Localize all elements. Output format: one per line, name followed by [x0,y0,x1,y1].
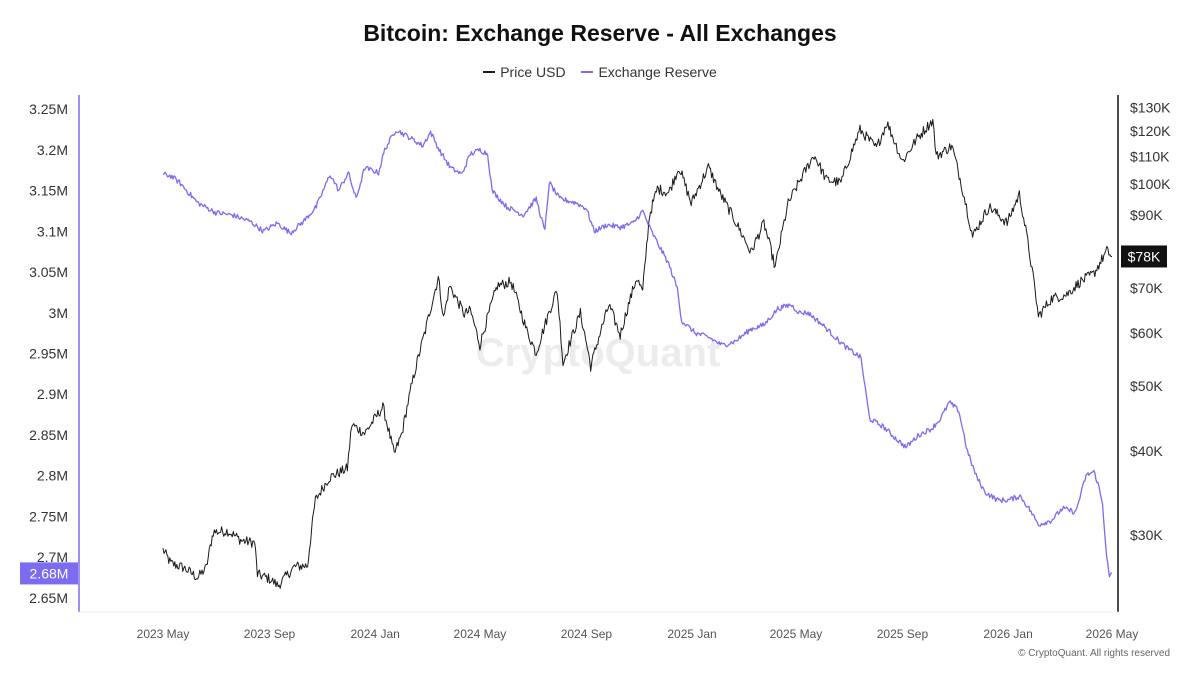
series-layer [162,118,1113,589]
chart-legend: Price USD Exchange Reserve [0,60,1200,80]
right-tick-label: $110K [1130,148,1170,164]
x-tick-label: 2025 Jan [667,627,716,641]
left-tick-label: 3.1M [37,223,68,239]
legend-swatch-price [483,71,496,73]
last-value-badges: 2.68M $78K [20,245,1167,585]
right-tick-label: $90K [1130,207,1163,223]
x-tick-label: 2025 May [770,627,823,641]
left-tick-label: 3M [49,305,68,321]
x-axis-ticks: 2023 May 2023 Sep 2024 Jan 2024 May 2024 Sep… [137,627,1139,641]
legend-label-price: Price USD [500,64,566,80]
left-tick-label: 3.25M [29,101,68,117]
right-tick-label: $30K [1130,527,1163,543]
right-tick-label: $50K [1130,378,1163,394]
left-tick-label: 2.9M [37,386,68,402]
x-tick-label: 2024 Jan [350,627,399,641]
left-last-value-badge [20,562,78,585]
chart-title: Bitcoin: Exchange Reserve - All Exchange… [363,20,837,46]
right-tick-label: $120K [1130,123,1171,139]
left-last-value-text: 2.68M [30,565,69,581]
legend-swatch-reserve [581,71,594,73]
right-tick-label: $40K [1130,443,1163,459]
x-tick-label: 2023 May [137,627,190,641]
right-tick-label: $60K [1130,325,1163,341]
left-tick-label: 2.85M [29,427,68,443]
right-tick-label: $130K [1130,100,1171,116]
legend-item-reserve[interactable]: Exchange Reserve [581,64,717,80]
left-tick-label: 2.8M [37,468,68,484]
x-tick-label: 2023 Sep [244,627,296,641]
series-line-reserve [162,129,1113,578]
left-tick-label: 2.95M [29,346,68,362]
left-axis-ticks: 3.25M 3.2M 3.15M 3.1M 3.05M 3M 2.95M 2.9M 2.85M 2… [29,101,68,606]
left-tick-label: 3.15M [29,183,68,199]
legend-label-reserve: Exchange Reserve [598,64,717,80]
legend-item-price[interactable]: Price USD [483,64,566,80]
left-tick-label: 3.2M [37,142,68,158]
left-tick-label: 2.65M [29,590,68,606]
x-tick-label: 2025 Sep [877,627,929,641]
right-tick-label: $100K [1130,176,1171,192]
left-tick-label: 3.05M [29,264,68,280]
left-tick-label: 2.7M [37,549,68,565]
right-last-value-text: $78K [1128,248,1161,264]
x-tick-label: 2024 May [454,627,507,641]
x-tick-label: 2024 Sep [561,627,613,641]
x-tick-label: 2026 Jan [983,627,1032,641]
watermark: CryptoQuant [476,331,720,375]
right-axis-ticks: $130K $120K $110K $100K $90K $70K $60K $50K $40K… [1130,100,1171,543]
x-tick-label: 2026 May [1086,627,1139,641]
right-last-value-badge [1121,245,1167,268]
series-line-price [162,118,1113,589]
copyright-text: © CryptoQuant. All rights reserved [1018,648,1170,659]
left-tick-label: 2.75M [29,508,68,524]
right-tick-label: $70K [1130,280,1163,296]
